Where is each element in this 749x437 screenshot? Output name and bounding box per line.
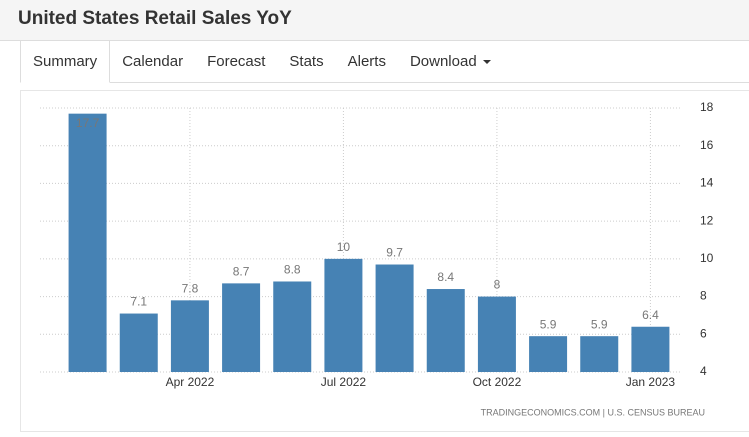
data-label: 8.8: [284, 263, 301, 277]
y-tick-label: 18: [700, 100, 714, 114]
data-label: 9.7: [386, 246, 403, 260]
data-label: 8.7: [233, 265, 250, 279]
data-label: 17.7: [76, 116, 100, 130]
bar: [477, 296, 516, 372]
data-label: 7.1: [130, 295, 147, 309]
x-tick-label: Apr 2022: [166, 375, 215, 389]
tab-bar: Summary Calendar Forecast Stats Alerts D…: [20, 41, 749, 83]
tab[interactable]: Stats: [289, 53, 324, 70]
y-tick-label: 12: [700, 213, 714, 227]
x-tick-label: Jul 2022: [321, 375, 367, 389]
tab[interactable]: Download: [398, 41, 503, 82]
bar: [68, 113, 107, 373]
y-tick-label: 8: [700, 289, 707, 303]
bar: [222, 283, 261, 372]
bar: [375, 264, 414, 372]
data-label: 5.9: [591, 317, 608, 331]
y-tick-label: 16: [700, 138, 714, 152]
bar: [580, 336, 619, 372]
chart-box: [20, 90, 749, 432]
bar: [426, 289, 465, 372]
y-tick-label: 6: [700, 326, 707, 340]
bar: [273, 281, 312, 372]
bar: [170, 300, 209, 372]
bar: [529, 336, 568, 372]
bar: [324, 258, 363, 372]
header: United States Retail Sales YoY: [0, 0, 749, 41]
page-title: United States Retail Sales YoY: [18, 8, 292, 29]
tab[interactable]: Calendar: [122, 53, 184, 70]
data-label: 7.8: [182, 282, 199, 296]
data-label: 6.4: [642, 308, 659, 322]
tab-label: Download: [409, 53, 477, 70]
tab[interactable]: Summary: [20, 41, 111, 83]
caret: [482, 60, 491, 65]
data-label: 5.9: [540, 317, 557, 331]
bar: [119, 313, 158, 372]
x-tick-label: Jan 2023: [626, 375, 676, 389]
data-label: 8.4: [437, 270, 454, 284]
y-tick-label: 4: [700, 364, 707, 378]
source: TRADINGECONOMICS.COM | U.S. CENSUS BUREA…: [481, 407, 705, 417]
y-tick-label: 10: [700, 251, 714, 265]
data-label: 8: [494, 278, 501, 292]
bar: [631, 326, 670, 372]
y-tick-label: 14: [700, 176, 714, 190]
tab[interactable]: Alerts: [347, 53, 386, 70]
x-tick-label: Oct 2022: [473, 375, 522, 389]
tab[interactable]: Forecast: [207, 53, 266, 70]
data-label: 10: [337, 240, 351, 254]
